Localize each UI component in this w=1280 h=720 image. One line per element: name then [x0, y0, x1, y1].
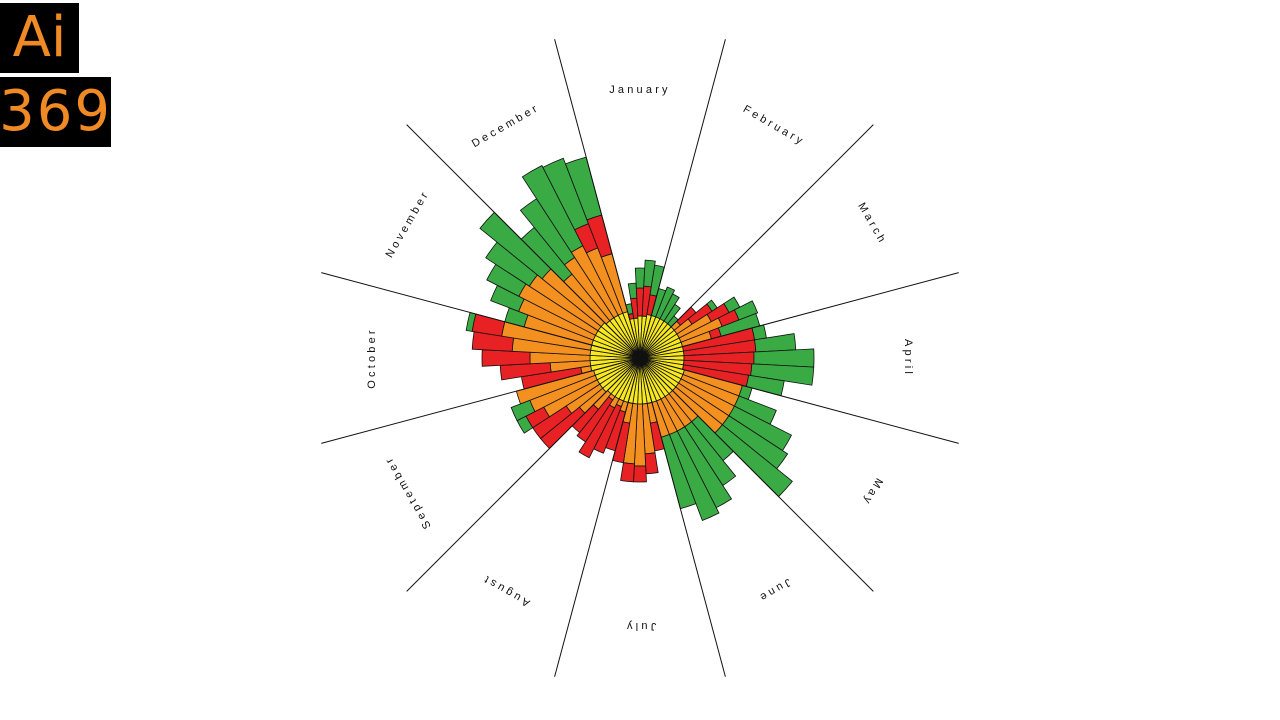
- divider-line: [554, 357, 641, 677]
- wedge-december-green: [542, 157, 589, 231]
- chart-wedges: [465, 156, 815, 521]
- divider-line: [639, 357, 726, 677]
- wedge-september-green: [510, 399, 536, 422]
- month-label-october: October: [366, 327, 378, 389]
- wedge-february-green: [659, 293, 680, 322]
- wedge-august-red: [578, 404, 616, 459]
- divider-line: [639, 124, 874, 359]
- logo-top-text: Ai: [12, 5, 67, 70]
- divider-line: [639, 357, 874, 592]
- wedge-february-green: [655, 286, 676, 320]
- month-label-september: September: [382, 453, 434, 531]
- month-label-august: August: [480, 572, 532, 609]
- month-label-april: April: [902, 339, 914, 377]
- month-label-march: March: [855, 201, 889, 247]
- wedge-june-green: [668, 430, 720, 521]
- wedge-february-green: [663, 303, 681, 325]
- month-dividers: [321, 39, 959, 677]
- wedge-april-green: [750, 363, 815, 386]
- wedge-december-green: [521, 165, 584, 253]
- wedge-july-red: [644, 452, 659, 475]
- month-label-january: January: [609, 84, 671, 96]
- divider-line: [554, 39, 641, 359]
- wedge-january-green: [634, 267, 646, 289]
- app-logo-ai: Ai: [0, 3, 79, 73]
- month-label-december: December: [470, 102, 542, 151]
- logo-bottom-text: 369: [0, 79, 112, 144]
- wedge-january-green: [643, 259, 656, 288]
- month-label-may: May: [859, 476, 885, 508]
- app-logo-number: 369: [0, 77, 111, 147]
- month-label-november: November: [384, 188, 433, 260]
- month-label-july: July: [624, 620, 656, 632]
- divider-line: [639, 39, 726, 359]
- divider-line: [321, 272, 641, 359]
- divider-line: [406, 124, 641, 359]
- month-label-february: February: [741, 103, 807, 148]
- wedge-january-green: [627, 282, 638, 300]
- wedge-july-red: [633, 465, 647, 483]
- divider-line: [639, 272, 959, 359]
- divider-line: [639, 357, 959, 444]
- wedge-august-red: [576, 396, 614, 443]
- wedge-march-green: [733, 300, 759, 321]
- divider-line: [321, 357, 641, 444]
- wedge-july-red: [620, 462, 635, 483]
- divider-line: [406, 357, 641, 592]
- month-label-june: June: [755, 576, 793, 605]
